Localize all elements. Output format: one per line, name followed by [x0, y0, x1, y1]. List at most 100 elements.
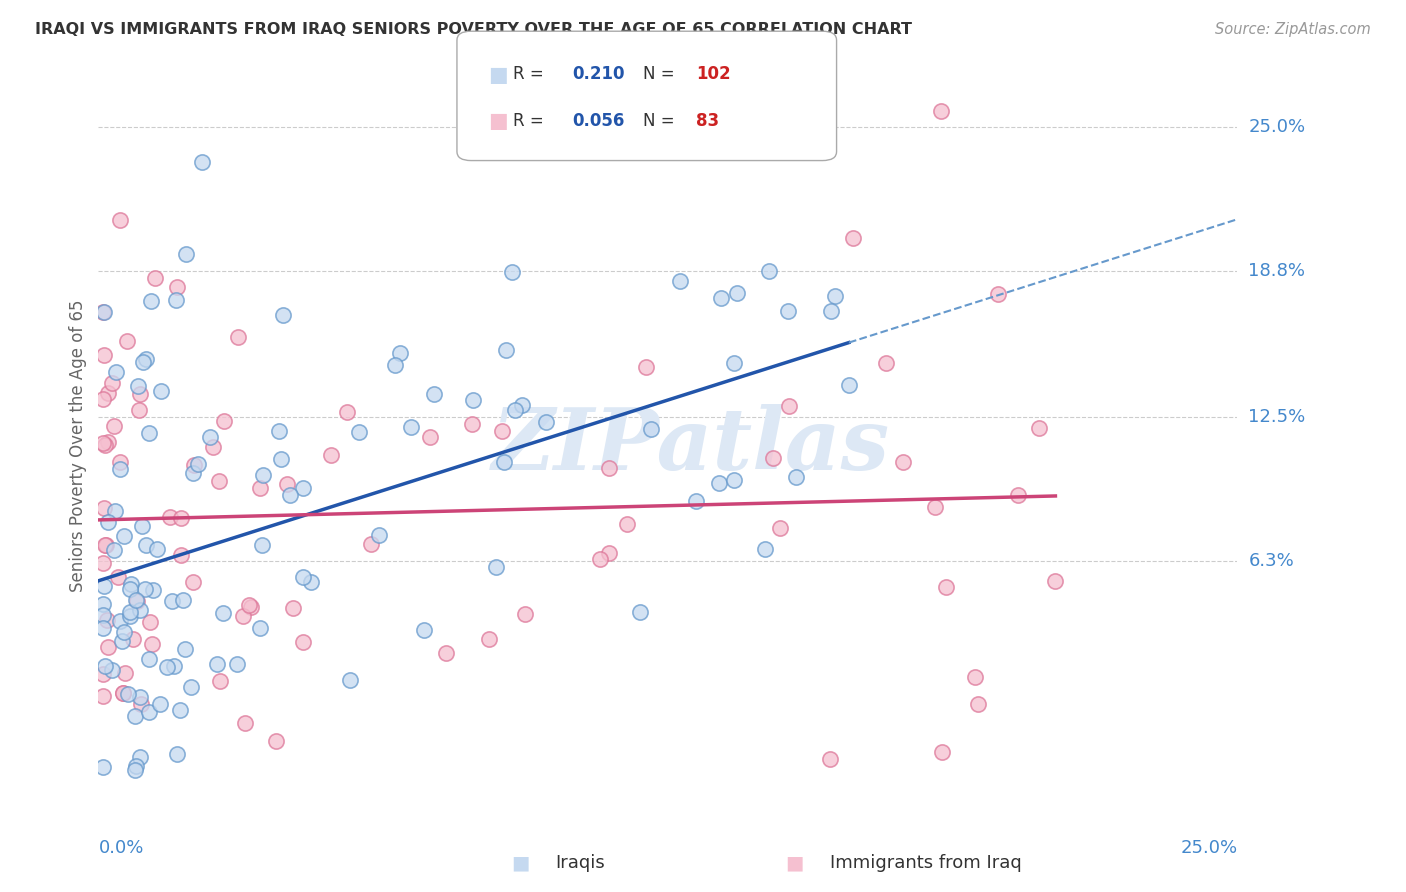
- Point: [212, 414, 235, 428]
- Text: 0.0%: 0.0%: [98, 839, 143, 857]
- Point: [875, 356, 897, 370]
- Point: [723, 473, 745, 487]
- Point: [778, 399, 800, 413]
- Point: [347, 425, 370, 440]
- Point: [208, 673, 231, 688]
- Point: [434, 646, 457, 660]
- Point: [111, 633, 134, 648]
- Point: [360, 537, 382, 551]
- Point: [91, 621, 114, 635]
- Point: [198, 430, 221, 444]
- Point: [150, 384, 173, 399]
- Point: [461, 392, 484, 407]
- Text: ■: ■: [488, 112, 508, 131]
- Point: [191, 154, 214, 169]
- Point: [725, 286, 748, 301]
- Text: Immigrants from Iraq: Immigrants from Iraq: [830, 855, 1021, 872]
- Point: [891, 455, 914, 469]
- Text: ■: ■: [785, 854, 804, 872]
- Point: [233, 715, 256, 730]
- Point: [128, 387, 150, 401]
- Point: [270, 451, 292, 466]
- Point: [510, 399, 533, 413]
- Point: [707, 475, 730, 490]
- Point: [112, 625, 135, 640]
- Text: 83: 83: [696, 112, 718, 129]
- Point: [616, 516, 638, 531]
- Point: [501, 265, 523, 279]
- Point: [291, 570, 314, 584]
- Point: [103, 418, 125, 433]
- Point: [841, 231, 863, 245]
- Text: ■: ■: [488, 65, 508, 85]
- Point: [132, 355, 155, 369]
- Point: [367, 528, 389, 542]
- Point: [93, 579, 115, 593]
- Point: [120, 576, 142, 591]
- Point: [685, 494, 707, 508]
- Point: [169, 703, 191, 717]
- Point: [100, 376, 122, 390]
- Point: [156, 660, 179, 674]
- Point: [94, 537, 117, 551]
- Point: [129, 698, 152, 712]
- Text: IRAQI VS IMMIGRANTS FROM IRAQ SENIORS POVERTY OVER THE AGE OF 65 CORRELATION CHA: IRAQI VS IMMIGRANTS FROM IRAQ SENIORS PO…: [35, 22, 912, 37]
- Text: 6.3%: 6.3%: [1249, 552, 1294, 570]
- Point: [96, 538, 118, 552]
- Point: [165, 293, 187, 308]
- Point: [159, 510, 181, 524]
- Point: [93, 438, 115, 452]
- Point: [91, 607, 114, 622]
- Point: [929, 103, 952, 118]
- Point: [292, 481, 315, 495]
- Text: 25.0%: 25.0%: [1249, 118, 1306, 136]
- Point: [589, 551, 612, 566]
- Point: [281, 600, 304, 615]
- Point: [207, 475, 229, 489]
- Point: [142, 583, 165, 598]
- Point: [108, 614, 131, 628]
- Point: [180, 680, 202, 694]
- Point: [138, 652, 160, 666]
- Text: 0.056: 0.056: [572, 112, 624, 129]
- Point: [769, 520, 792, 534]
- Point: [131, 519, 153, 533]
- Point: [124, 763, 146, 777]
- Point: [139, 615, 162, 629]
- Text: R =: R =: [513, 65, 544, 83]
- Point: [170, 511, 193, 525]
- Point: [478, 632, 501, 646]
- Point: [785, 470, 807, 484]
- Point: [924, 500, 946, 514]
- Point: [225, 657, 247, 672]
- Point: [118, 582, 141, 596]
- Point: [249, 482, 271, 496]
- Point: [127, 379, 149, 393]
- Point: [754, 542, 776, 557]
- Point: [494, 455, 516, 469]
- Point: [838, 378, 860, 392]
- Point: [723, 356, 745, 370]
- Point: [935, 580, 957, 594]
- Point: [111, 686, 134, 700]
- Point: [103, 543, 125, 558]
- Point: [336, 404, 359, 418]
- Point: [128, 603, 150, 617]
- Point: [97, 434, 120, 449]
- Point: [710, 291, 733, 305]
- Point: [384, 358, 406, 372]
- Point: [422, 387, 444, 401]
- Point: [124, 708, 146, 723]
- Point: [91, 598, 114, 612]
- Text: ■: ■: [510, 854, 530, 872]
- Point: [931, 745, 953, 759]
- Point: [399, 419, 422, 434]
- Text: Source: ZipAtlas.com: Source: ZipAtlas.com: [1215, 22, 1371, 37]
- Point: [149, 697, 172, 711]
- Point: [104, 504, 127, 518]
- Point: [114, 666, 136, 681]
- Point: [820, 752, 842, 766]
- Point: [187, 457, 209, 471]
- Point: [96, 613, 118, 627]
- Point: [207, 657, 229, 672]
